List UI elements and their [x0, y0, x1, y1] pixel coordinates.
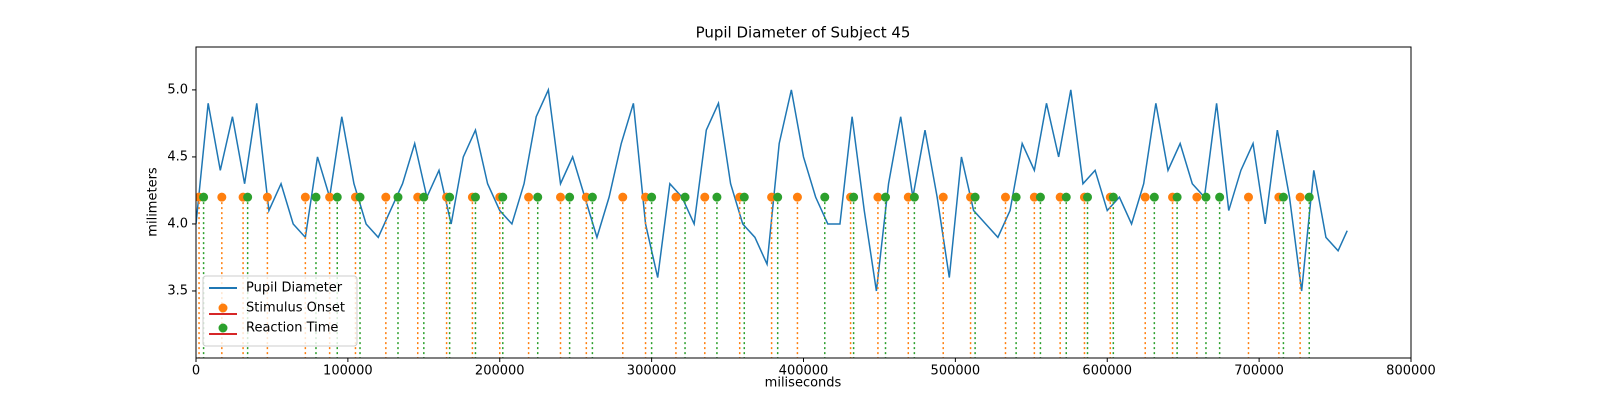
stem-marker [470, 192, 480, 202]
stem-marker [773, 192, 783, 202]
stem-marker [498, 192, 508, 202]
stem-marker [1035, 192, 1045, 202]
x-tick-label: 400000 [779, 364, 829, 379]
stem-marker [524, 192, 534, 202]
stem-marker [820, 192, 830, 202]
stem-marker [1011, 192, 1021, 202]
stem-marker [792, 192, 802, 202]
stem-marker [1083, 192, 1093, 202]
x-tick-label: 500000 [931, 364, 981, 379]
legend-swatch [218, 303, 228, 313]
stem-marker [1243, 192, 1253, 202]
stem-marker [647, 192, 657, 202]
x-tick-label: 300000 [627, 364, 677, 379]
stem-marker [700, 192, 710, 202]
y-tick-label: 5.0 [167, 82, 188, 97]
stem-marker [881, 192, 891, 202]
stem-marker [262, 192, 272, 202]
stem-marker [849, 192, 859, 202]
y-axis-label: milimeters [146, 167, 161, 237]
stem-marker [1278, 192, 1288, 202]
stem-marker [1061, 192, 1071, 202]
legend-label: Pupil Diameter [246, 281, 343, 296]
stem-marker [419, 192, 429, 202]
stem-marker [556, 192, 565, 202]
stem-marker [1108, 192, 1118, 202]
stem-marker [1000, 192, 1010, 202]
stem-marker [311, 192, 321, 202]
line-series [196, 87, 1348, 292]
plot-frame [195, 46, 1412, 359]
stem-marker [680, 192, 690, 202]
plot-area [196, 87, 1348, 358]
stem-marker [243, 192, 253, 202]
stem-marker [355, 192, 365, 202]
x-tick-label: 800000 [1386, 364, 1436, 379]
stem-marker [970, 192, 980, 202]
stem-marker [300, 192, 310, 202]
stem-marker [1295, 192, 1305, 202]
legend-label: Stimulus Onset [246, 301, 345, 316]
y-tick-label: 4.0 [167, 216, 188, 231]
stem-marker [1192, 192, 1202, 202]
y-tick-label: 3.5 [167, 283, 188, 298]
x-tick-label: 700000 [1234, 364, 1284, 379]
stem-marker [873, 192, 883, 202]
x-tick-label: 600000 [1082, 364, 1132, 379]
stem-marker [909, 192, 919, 202]
stem-marker [618, 192, 628, 202]
stem-marker [217, 192, 227, 202]
stem-marker [671, 192, 681, 202]
stem-marker [1304, 192, 1314, 202]
stem-marker [739, 192, 749, 202]
stem-marker [712, 192, 722, 202]
stem-marker [1215, 192, 1225, 202]
stem-marker [587, 192, 597, 202]
legend-label: Reaction Time [246, 321, 338, 336]
y-tick-label: 4.5 [167, 149, 188, 164]
stem-marker [938, 192, 948, 202]
stem-marker [325, 192, 335, 202]
stem-marker [199, 192, 209, 202]
chart-title: Pupil Diameter of Subject 45 [696, 24, 911, 42]
stem-marker [533, 192, 543, 202]
stem-marker [381, 192, 391, 202]
stem-marker [1201, 192, 1211, 202]
legend-swatch [218, 323, 228, 333]
x-tick-label: 200000 [475, 364, 525, 379]
x-axis-label: miliseconds [765, 376, 842, 391]
stem-marker [332, 192, 342, 202]
legend-box [202, 275, 358, 347]
stem-marker [1140, 192, 1150, 202]
x-tick-label: 0 [192, 364, 200, 379]
stem-marker [1149, 192, 1159, 202]
stem-marker [565, 192, 575, 202]
stem-marker [393, 192, 403, 202]
stem-marker [445, 192, 455, 202]
stem-marker [1172, 192, 1182, 202]
x-tick-label: 100000 [323, 364, 373, 379]
